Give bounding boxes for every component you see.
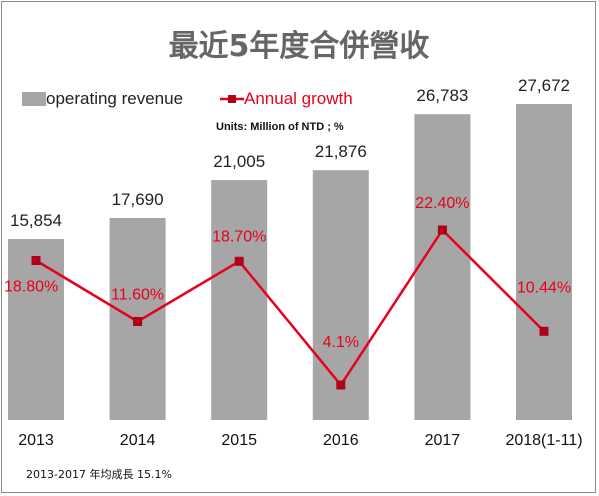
x-tick-label: 2014	[120, 432, 156, 449]
growth-value-label: 11.60%	[111, 287, 164, 304]
growth-line-layer	[31, 225, 549, 390]
x-tick-label: 2016	[323, 432, 359, 449]
bar-value-label: 26,783	[416, 86, 468, 105]
legend-line-marker	[228, 95, 236, 103]
x-tick-label: 2017	[425, 432, 461, 449]
growth-point	[31, 256, 41, 265]
bar-2016	[312, 170, 369, 420]
legend-bar-swatch	[22, 92, 46, 106]
bar-value-label: 21,876	[315, 142, 367, 161]
bar-value-label: 17,690	[112, 190, 164, 209]
growth-value-label: 4.1%	[323, 334, 359, 351]
growth-value-label: 18.80%	[4, 279, 58, 296]
units-note: Units: Million of NTD ; %	[216, 121, 344, 133]
bar-value-label: 21,005	[213, 152, 265, 171]
growth-point	[133, 317, 143, 326]
growth-point	[539, 326, 549, 336]
x-tick-label: 2015	[221, 432, 257, 449]
growth-point	[234, 256, 244, 266]
chart-title: 最近5年度合併營收	[169, 29, 430, 64]
bars-layer	[8, 104, 572, 420]
bar-value-label: 15,854	[10, 211, 62, 230]
growth-value-label: 18.70%	[212, 228, 266, 245]
growth-point	[336, 380, 346, 390]
legend-bar-label: operating revenue	[46, 89, 183, 108]
legend-line-label: Annual growth	[244, 89, 353, 108]
footnote: 2013-2017 年均成長 15.1%	[26, 467, 172, 481]
x-tick-label: 2018(1-11)	[505, 432, 582, 449]
bar-value-label: 27,672	[518, 76, 570, 95]
growth-value-label: 22.40%	[415, 195, 469, 212]
bar-2017	[414, 114, 471, 420]
bar-2018(1-11)	[516, 104, 572, 420]
growth-value-label: 10.44%	[517, 279, 571, 296]
growth-point	[437, 225, 447, 235]
bar-2015	[211, 180, 268, 420]
labels-layer: 15,854 2013 17,690 2014 21,005 2015 21,876 2016…	[4, 76, 583, 449]
x-tick-label: 2013	[18, 432, 54, 449]
bar-2013	[8, 239, 64, 420]
growth-line	[35, 228, 545, 387]
